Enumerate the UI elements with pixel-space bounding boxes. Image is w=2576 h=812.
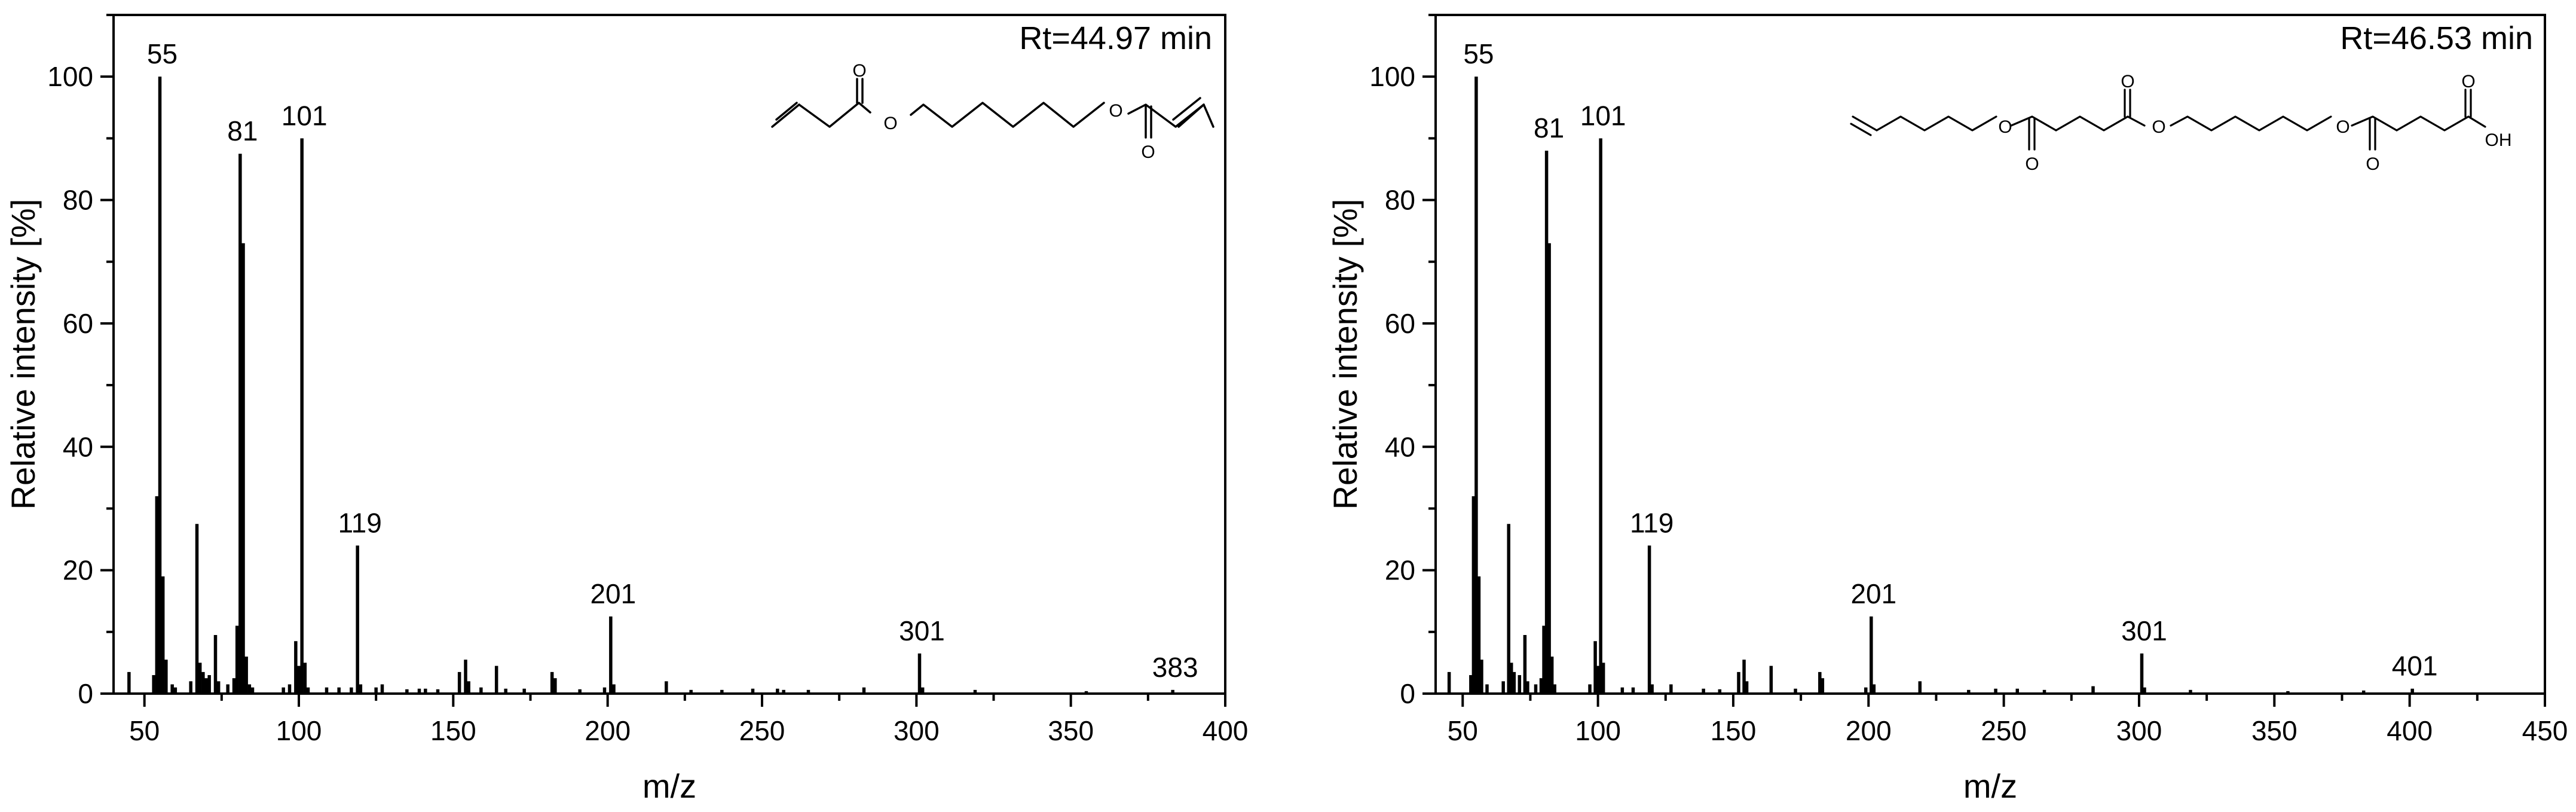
molecule-structure — [771, 78, 1214, 139]
plot-area: 50 100 150 200 250 300 350 400 0 20 40 60 80 100 m/z Re… — [4, 14, 1249, 805]
atom-label: O — [1109, 101, 1122, 121]
atom-label: O — [883, 114, 897, 133]
y-tick-label: 20 — [63, 555, 93, 586]
peak-label: 383 — [1152, 652, 1198, 683]
x-tick-label: 250 — [739, 715, 785, 746]
peak-label: 119 — [1630, 507, 1674, 538]
peak-label: 301 — [899, 615, 945, 646]
peak-label: 55 — [1463, 38, 1494, 69]
y-tick-label: 100 — [47, 61, 93, 92]
plot-frame — [112, 14, 1226, 695]
peak-label: 119 — [338, 507, 381, 538]
y-tick-label: 0 — [78, 678, 93, 709]
atom-label: O — [2152, 117, 2165, 137]
atom-label: O — [1998, 117, 2012, 137]
atom-label: O — [2025, 154, 2039, 174]
x-tick-label: 150 — [1711, 715, 1757, 746]
molecule-labels: O O O O — [852, 61, 1155, 162]
peak-label: 201 — [590, 578, 636, 609]
atom-label: O — [2366, 154, 2379, 174]
y-tick-label: 100 — [1369, 61, 1415, 92]
y-tick-label: 60 — [63, 308, 93, 339]
x-tick-label: 50 — [129, 715, 160, 746]
y-tick-label: 80 — [63, 185, 93, 216]
atom-label: O — [2461, 72, 2475, 91]
peak-label: 401 — [2392, 651, 2438, 682]
y-tick-label: 60 — [1385, 308, 1415, 339]
x-tick-label: 250 — [1981, 715, 2027, 746]
plot-frame — [1434, 14, 2546, 695]
peak-series — [127, 77, 1174, 694]
atom-label: O — [1141, 142, 1155, 162]
x-tick-label: 200 — [1846, 715, 1892, 746]
x-tick-label: 100 — [276, 715, 322, 746]
rt-annotation: Rt=46.53 min — [2340, 20, 2533, 56]
chart-panel-right: 50 100 150 200 250 300 350 400 450 0 20 40 60 80 100 m/… — [1326, 14, 2568, 805]
x-tick-label: 350 — [1048, 715, 1094, 746]
rt-annotation: Rt=44.97 min — [1019, 20, 1212, 56]
y-tick-label: 20 — [1385, 555, 1415, 586]
y-axis-title: Relative intensity [%] — [1326, 199, 1364, 510]
molecule-structure — [1850, 88, 2486, 151]
chart-panel-left: 50 100 150 200 250 300 350 400 0 20 40 60 80 100 m/z Re… — [4, 14, 1249, 805]
x-tick-label: 150 — [430, 715, 476, 746]
x-tick-label: 300 — [2116, 715, 2162, 746]
peak-label: 81 — [1534, 112, 1564, 144]
x-tick-label: 100 — [1575, 715, 1621, 746]
atom-label: O — [2121, 72, 2134, 91]
peak-label: 201 — [1850, 578, 1896, 609]
atom-label: O — [852, 61, 866, 81]
x-tick-label: 300 — [894, 715, 940, 746]
y-tick-label: 80 — [1385, 185, 1415, 216]
x-tick-label: 200 — [585, 715, 631, 746]
molecule-labels: O O O O O O O OH — [1998, 72, 2511, 174]
x-tick-label: 450 — [2522, 715, 2568, 746]
x-tick-label: 350 — [2251, 715, 2297, 746]
y-axis-title: Relative intensity [%] — [4, 199, 42, 510]
peak-label: 101 — [1580, 100, 1626, 131]
y-tick-label: 40 — [63, 431, 93, 462]
x-axis-title: m/z — [1963, 767, 2017, 805]
atom-label: OH — [2485, 130, 2512, 150]
peak-label: 81 — [227, 115, 258, 146]
peak-label: 101 — [282, 100, 328, 131]
plot-area: 50 100 150 200 250 300 350 400 450 0 20 40 60 80 100 m/… — [1326, 14, 2568, 805]
x-tick-label: 50 — [1448, 715, 1478, 746]
x-tick-label: 400 — [2387, 715, 2433, 746]
atom-label: O — [2336, 117, 2349, 137]
y-tick-label: 40 — [1385, 431, 1415, 462]
x-axis-title: m/z — [643, 767, 696, 805]
x-tick-label: 400 — [1203, 715, 1249, 746]
y-tick-label: 0 — [1400, 678, 1415, 709]
peak-label: 55 — [147, 38, 178, 69]
peak-label: 301 — [2121, 615, 2167, 646]
peak-series — [1447, 77, 2414, 694]
